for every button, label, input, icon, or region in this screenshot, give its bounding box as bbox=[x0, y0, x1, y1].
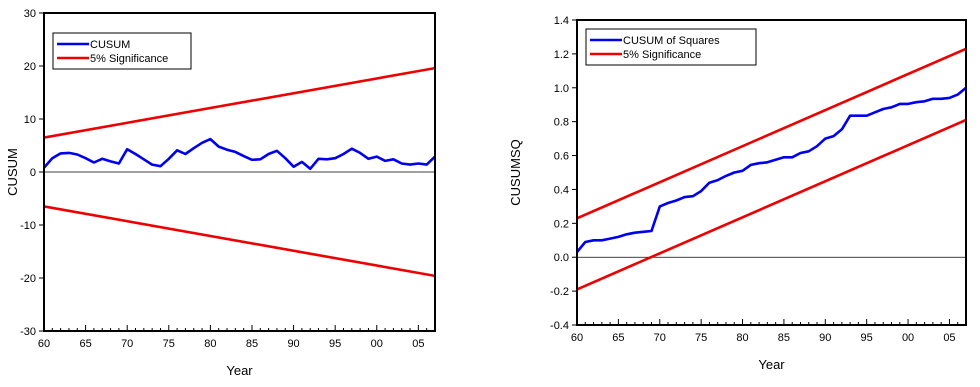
cusum-series-line bbox=[44, 137, 435, 171]
x-tick-label: 80 bbox=[204, 338, 216, 350]
legend-box bbox=[52, 32, 192, 70]
significance-upper-line bbox=[577, 47, 966, 220]
x-tick-label: 65 bbox=[79, 338, 91, 350]
cusum-series-line bbox=[577, 86, 966, 253]
series-group bbox=[44, 66, 435, 278]
y-tick-label: 20 bbox=[24, 61, 36, 73]
x-tick-label: 05 bbox=[943, 332, 955, 344]
x-tick-label: 00 bbox=[371, 338, 383, 350]
x-tick-label: 70 bbox=[121, 338, 133, 350]
y-tick-label: -0.2 bbox=[550, 286, 569, 298]
y-axis-title: CUSUMSQ bbox=[508, 139, 523, 205]
y-tick-label: 30 bbox=[24, 8, 36, 20]
legend-label: CUSUM of Squares bbox=[623, 35, 720, 47]
y-tick-label: -20 bbox=[20, 273, 36, 285]
plot-frame bbox=[576, 19, 967, 326]
cusum-chart: 60 65 70 75 80 85 90 95 00 05 -30 -20 -10 0 10 20 30 Year… bbox=[5, 8, 436, 378]
legend-box bbox=[585, 28, 757, 66]
x-tick-label: 75 bbox=[163, 338, 175, 350]
x-tick-label: 60 bbox=[571, 332, 583, 344]
y-axis-title: CUSUM bbox=[5, 148, 20, 196]
y-tick-label: 0.2 bbox=[554, 218, 569, 230]
x-tick-label: 00 bbox=[902, 332, 914, 344]
y-tick-label: -0.4 bbox=[550, 320, 569, 332]
y-tick-label: 1.4 bbox=[554, 15, 569, 27]
cusumsq-chart-panel: 60 65 70 75 80 85 90 95 00 05 -0.4 -0.2 0.0 0.2 0.4 0.6… bbox=[490, 0, 980, 387]
legend-label: 5% Significance bbox=[90, 53, 168, 65]
y-tick-label: 0 bbox=[30, 167, 36, 179]
x-axis-title: Year bbox=[758, 357, 785, 372]
x-tick-label: 90 bbox=[287, 338, 299, 350]
legend-label: CUSUM bbox=[90, 39, 130, 51]
significance-lower-line bbox=[44, 205, 435, 278]
y-tick-label: 0.4 bbox=[554, 184, 569, 196]
x-axis-title: Year bbox=[226, 363, 253, 378]
significance-lower-line bbox=[577, 118, 966, 291]
x-tick-label: 70 bbox=[654, 332, 666, 344]
x-tick-label: 05 bbox=[412, 338, 424, 350]
x-tick-label: 60 bbox=[38, 338, 50, 350]
legend-label: 5% Significance bbox=[623, 49, 701, 61]
x-tick-label: 95 bbox=[329, 338, 341, 350]
y-tick-label: -10 bbox=[20, 220, 36, 232]
cusumsq-chart: 60 65 70 75 80 85 90 95 00 05 -0.4 -0.2 0.0 0.2 0.4 0.6… bbox=[508, 15, 967, 372]
cusum-chart-panel: 60 65 70 75 80 85 90 95 00 05 -30 -20 -10 0 10 20 30 Year… bbox=[5, 8, 436, 378]
x-tick-label: 85 bbox=[246, 338, 258, 350]
x-tick-label: 90 bbox=[819, 332, 831, 344]
y-tick-label: 0.8 bbox=[554, 117, 569, 129]
y-tick-label: 10 bbox=[24, 114, 36, 126]
y-tick-label: 1.2 bbox=[554, 49, 569, 61]
x-tick-label: 75 bbox=[695, 332, 707, 344]
series-group bbox=[577, 47, 966, 291]
x-tick-label: 80 bbox=[736, 332, 748, 344]
x-tick-label: 95 bbox=[861, 332, 873, 344]
y-tick-label: -30 bbox=[20, 326, 36, 338]
y-tick-label: 1.0 bbox=[554, 83, 569, 95]
x-tick-label: 65 bbox=[612, 332, 624, 344]
y-tick-label: 0.6 bbox=[554, 151, 569, 163]
x-tick-label: 85 bbox=[778, 332, 790, 344]
significance-upper-line bbox=[44, 66, 435, 139]
y-tick-label: 0.0 bbox=[554, 252, 569, 264]
